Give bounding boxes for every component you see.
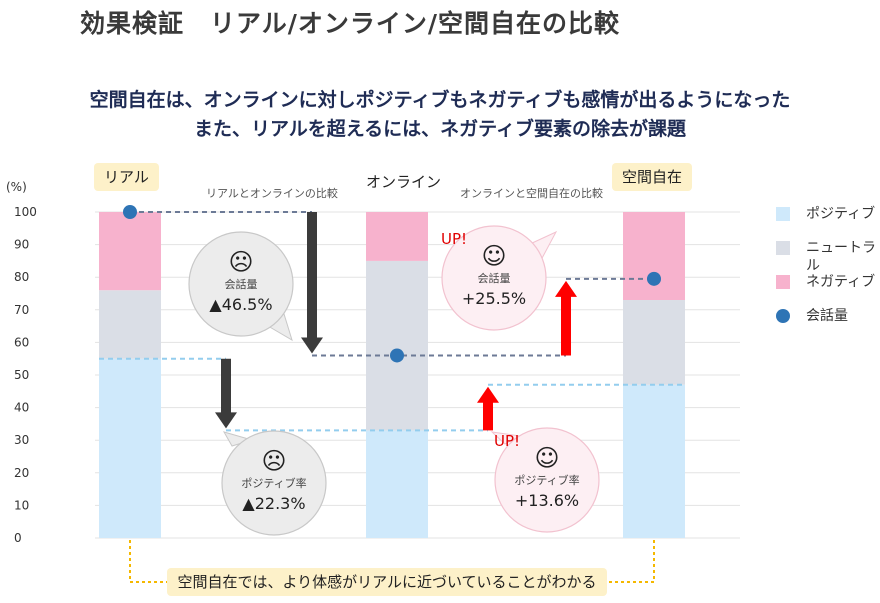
footer-connector xyxy=(129,540,655,583)
conversation-dot xyxy=(123,205,137,219)
connector-right xyxy=(607,540,655,583)
frown-face-icon: ☹ xyxy=(228,248,253,276)
legend: ポジティブ ニュートラル ネガティブ 会話量 xyxy=(776,205,880,341)
page-title: 効果検証 リアル/オンライン/空間自在の比較 xyxy=(80,9,621,38)
y-tick-label: 60 xyxy=(14,335,29,349)
bar-neutral xyxy=(99,290,161,359)
bar-negative xyxy=(623,212,685,301)
y-tick-label: 100 xyxy=(14,205,37,219)
y-tick-label: 80 xyxy=(14,270,29,284)
bar-negative xyxy=(99,212,161,291)
up-label: UP! xyxy=(441,230,467,248)
y-tick-label: 20 xyxy=(14,466,29,480)
arrow-down-conversation xyxy=(301,212,323,354)
comparison-label-real-online: リアルとオンラインの比較 xyxy=(206,187,338,200)
smile-face-icon: ☺ xyxy=(534,444,559,472)
y-tick-label: 0 xyxy=(14,531,22,545)
smile-face-icon: ☺ xyxy=(481,242,506,270)
bubble-tail xyxy=(490,431,522,445)
bubbles: ☹会話量▲46.5%☹ポジティブ率▲22.3%☺会話量+25.5%UP!☺ポジテ… xyxy=(188,225,600,536)
legend-label: ポジティブ xyxy=(806,206,876,222)
bubble-circle xyxy=(188,231,294,337)
comparison-label-online-kukan: オンラインと空間自在の比較 xyxy=(460,187,603,200)
bar-negative xyxy=(366,212,428,261)
conversation-dot xyxy=(647,271,661,286)
y-tick-label: 50 xyxy=(14,368,29,382)
arrow-up-positive xyxy=(477,386,499,431)
speech-bubble: ☹会話量 ▲46.5% xyxy=(188,231,294,342)
footer-note: 空間自在では、より体感がリアルに近づいていることがわかる xyxy=(167,568,607,596)
bubble-circle xyxy=(494,427,600,533)
legend-swatch-negative xyxy=(776,275,790,289)
bars xyxy=(99,212,685,538)
speech-bubble: ☺会話量 +25.5% UP! xyxy=(441,225,558,331)
bubble-value: +13.6% xyxy=(515,491,579,510)
legend-label: ネガティブ xyxy=(806,274,876,290)
bubble-value: ▲46.5% xyxy=(209,295,272,314)
bubble-label: ポジティブ率 xyxy=(514,473,579,487)
legend-swatch-positive xyxy=(776,207,790,221)
y-tick-label: 70 xyxy=(14,303,29,317)
subtitle-line-2: また、リアルを超えるには、ネガティブ要素の除去が課題 xyxy=(193,118,687,140)
y-tick-label: 30 xyxy=(14,433,29,447)
conversation-dot xyxy=(390,348,404,363)
category-label-kukanjizai: 空間自在 xyxy=(612,163,693,191)
bubble-label: 会話量 xyxy=(225,277,258,291)
up-label: UP! xyxy=(494,432,520,450)
arrow-down-positive xyxy=(215,358,237,429)
bubble-label: 会話量 xyxy=(478,271,511,285)
legend-label: ニュートラル xyxy=(806,240,876,274)
bar-neutral xyxy=(366,260,428,431)
frown-face-icon: ☹ xyxy=(261,447,286,475)
bubble-circle xyxy=(441,225,547,331)
legend-item-positive: ポジティブ xyxy=(776,205,880,239)
speech-bubble: ☹ポジティブ率 ▲22.3% xyxy=(221,430,327,536)
bubble-label: ポジティブ率 xyxy=(241,476,306,490)
bar-positive xyxy=(366,430,428,538)
legend-swatch-neutral xyxy=(776,241,790,255)
reference-lines xyxy=(99,211,685,432)
category-label-online: オンライン xyxy=(366,173,442,191)
legend-label: 会話量 xyxy=(806,308,848,324)
y-tick-label: 10 xyxy=(14,498,29,512)
y-tick-label: 90 xyxy=(14,238,29,252)
speech-bubble: ☺ポジティブ率 +13.6% UP! xyxy=(490,427,600,533)
bar-neutral xyxy=(623,300,685,385)
category-label-real: リアル xyxy=(94,163,159,191)
legend-item-neutral: ニュートラル xyxy=(776,239,880,274)
legend-dot-icon xyxy=(776,309,790,323)
arrows xyxy=(215,212,577,431)
legend-item-negative: ネガティブ xyxy=(776,273,880,307)
bubble-circle xyxy=(221,430,327,536)
y-axis: 0 10 20 30 40 50 60 70 80 90 100 (%) xyxy=(6,180,37,545)
conversation-dots xyxy=(123,205,661,363)
arrow-up-conversation xyxy=(555,280,577,356)
bar-positive xyxy=(623,384,685,538)
subtitle-line-1: 空間自在は、オンラインに対しポジティブもネガティブも感情が出るようになった xyxy=(89,89,791,111)
bubble-value: +25.5% xyxy=(462,289,526,308)
y-tick-label: 40 xyxy=(14,401,29,415)
connector-left xyxy=(129,540,167,583)
y-axis-label: (%) xyxy=(6,180,27,194)
bubble-value: ▲22.3% xyxy=(242,494,305,513)
legend-item-conversation: 会話量 xyxy=(776,307,880,341)
bar-positive xyxy=(99,358,161,538)
